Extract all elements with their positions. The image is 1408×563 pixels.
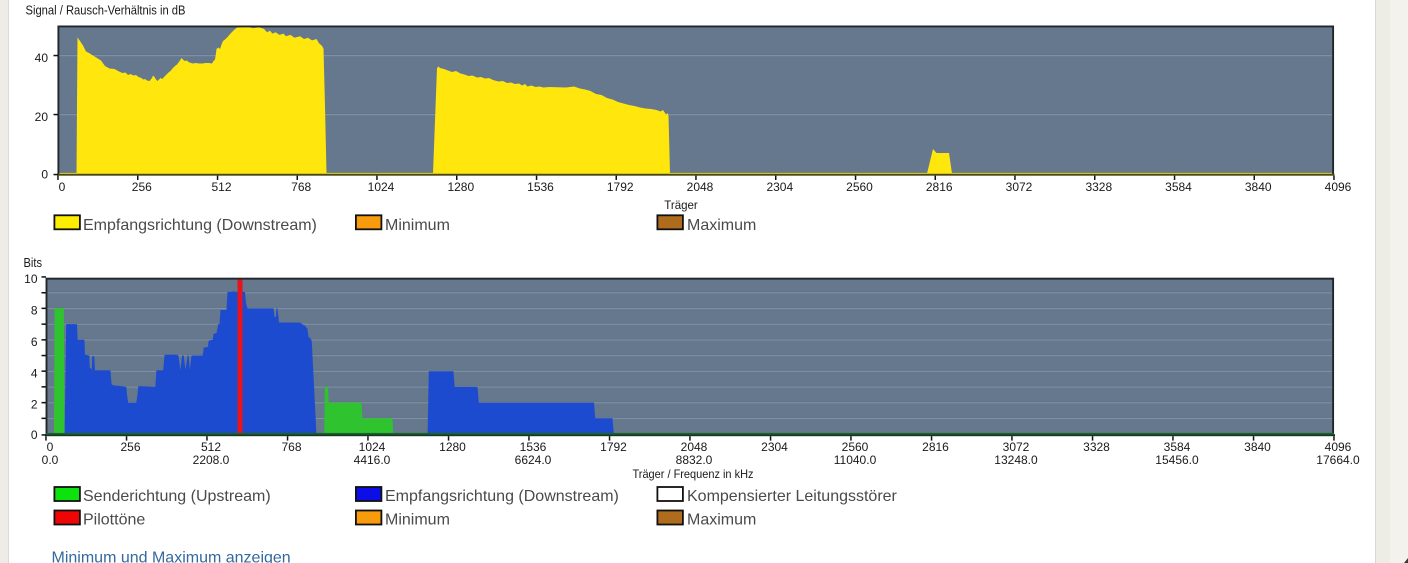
svg-text:768: 768	[291, 180, 311, 194]
svg-text:Minimum und Maximum anzeigen: Minimum und Maximum anzeigen	[52, 550, 291, 563]
svg-text:512: 512	[201, 440, 221, 454]
svg-text:4096: 4096	[1325, 440, 1352, 454]
svg-text:0: 0	[31, 428, 38, 442]
svg-text:Maximum: Maximum	[687, 217, 756, 234]
svg-text:3840: 3840	[1245, 180, 1272, 194]
svg-text:Minimum: Minimum	[385, 217, 450, 234]
svg-text:40: 40	[35, 51, 49, 65]
svg-text:Träger / Frequenz in kHz: Träger / Frequenz in kHz	[633, 467, 754, 481]
svg-text:Empfangsrichtung (Downstream): Empfangsrichtung (Downstream)	[385, 488, 619, 505]
svg-text:6624.0: 6624.0	[515, 453, 552, 467]
svg-text:1024: 1024	[368, 180, 395, 194]
svg-text:256: 256	[132, 180, 152, 194]
svg-text:17664.0: 17664.0	[1316, 453, 1360, 467]
svg-text:3072: 3072	[1003, 440, 1030, 454]
svg-text:3584: 3584	[1165, 180, 1192, 194]
svg-text:2: 2	[31, 398, 38, 412]
svg-text:3328: 3328	[1083, 440, 1110, 454]
svg-text:3072: 3072	[1006, 180, 1033, 194]
svg-text:2560: 2560	[846, 180, 873, 194]
svg-text:3584: 3584	[1164, 440, 1191, 454]
svg-text:3328: 3328	[1085, 180, 1112, 194]
svg-text:15456.0: 15456.0	[1155, 453, 1199, 467]
svg-text:0: 0	[41, 167, 48, 181]
svg-text:Kompensierter Leitungsstörer: Kompensierter Leitungsstörer	[687, 488, 898, 505]
svg-text:512: 512	[211, 180, 231, 194]
svg-text:2816: 2816	[926, 180, 953, 194]
svg-text:Bits: Bits	[24, 255, 43, 270]
svg-text:2816: 2816	[922, 440, 949, 454]
svg-text:6: 6	[31, 335, 38, 349]
svg-text:Maximum: Maximum	[687, 512, 756, 529]
svg-text:4: 4	[31, 366, 38, 380]
svg-text:Minimum: Minimum	[385, 512, 450, 529]
svg-text:0: 0	[47, 440, 54, 454]
svg-text:1024: 1024	[359, 440, 386, 454]
svg-text:Träger: Träger	[664, 198, 698, 212]
svg-text:13248.0: 13248.0	[994, 453, 1038, 467]
svg-text:Empfangsrichtung (Downstream): Empfangsrichtung (Downstream)	[83, 217, 317, 234]
svg-text:Senderichtung (Upstream): Senderichtung (Upstream)	[83, 488, 271, 505]
svg-text:8: 8	[31, 304, 38, 318]
svg-text:0: 0	[59, 180, 66, 194]
svg-text:4416.0: 4416.0	[354, 453, 391, 467]
svg-text:20: 20	[35, 110, 49, 124]
svg-text:256: 256	[120, 440, 140, 454]
svg-text:2048: 2048	[687, 180, 714, 194]
svg-text:Signal / Rausch-Verhältnis in: Signal / Rausch-Verhältnis in dB	[26, 2, 186, 17]
svg-text:Pilottöne: Pilottöne	[83, 512, 145, 529]
svg-text:4096: 4096	[1325, 180, 1352, 194]
svg-text:2304: 2304	[766, 180, 793, 194]
svg-text:11040.0: 11040.0	[834, 453, 877, 467]
svg-text:1792: 1792	[607, 180, 634, 194]
svg-text:1536: 1536	[527, 180, 554, 194]
svg-text:2560: 2560	[842, 440, 869, 454]
svg-text:2048: 2048	[681, 440, 708, 454]
svg-text:3840: 3840	[1244, 440, 1271, 454]
svg-text:1280: 1280	[439, 440, 466, 454]
svg-text:768: 768	[281, 440, 301, 454]
svg-text:0.0: 0.0	[42, 453, 59, 467]
svg-text:8832.0: 8832.0	[676, 453, 713, 467]
svg-text:1792: 1792	[600, 440, 627, 454]
svg-text:1280: 1280	[447, 180, 474, 194]
svg-text:2208.0: 2208.0	[193, 453, 230, 467]
svg-text:10: 10	[24, 272, 38, 286]
svg-text:2304: 2304	[761, 440, 788, 454]
svg-text:1536: 1536	[520, 440, 547, 454]
